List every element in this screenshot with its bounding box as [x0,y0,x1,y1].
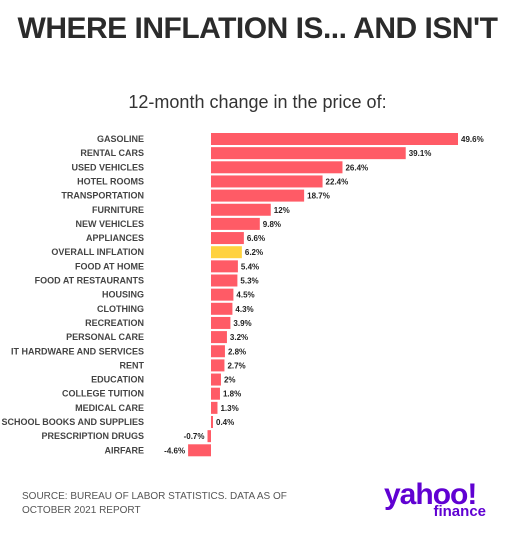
category-label-hotel-rooms: HOTEL ROOMS [77,176,144,186]
category-label-transportation: TRANSPORTATION [61,191,144,201]
category-label-food-at-home: FOOD AT HOME [75,261,144,271]
bar-gasoline [211,133,459,145]
bar-college-tuition [211,387,220,400]
value-label-furniture: 12% [274,206,290,215]
value-label-overall-inflation: 6.2% [245,248,263,257]
category-label-used-vehicles: USED VEHICLES [71,162,144,172]
category-label-personal-care: PERSONAL CARE [66,332,144,342]
category-label-medical-care: MEDICAL CARE [75,403,144,413]
bar-education [211,373,221,386]
value-label-food-at-restaurants: 5.3% [240,277,258,286]
bar-clothing [211,302,233,315]
value-label-housing: 4.5% [236,291,254,300]
bar-housing [211,288,234,301]
value-label-rent: 2.7% [227,361,245,370]
category-label-clothing: CLOTHING [97,304,144,314]
value-label-prescription-drugs: -0.7% [184,432,205,441]
value-label-hotel-rooms: 22.4% [326,177,349,186]
value-label-appliances: 6.6% [247,234,265,243]
bar-it-hardware-and-services [211,345,225,358]
bar-prescription-drugs [207,430,211,443]
category-label-it-hardware-and-services: IT HARDWARE AND SERVICES [11,346,144,356]
bar-rental-cars [211,147,406,160]
category-label-furniture: FURNITURE [92,205,144,215]
bar-medical-care [211,401,218,414]
category-label-rental-cars: RENTAL CARS [80,148,144,158]
category-label-new-vehicles: NEW VEHICLES [75,219,144,229]
bar-transportation [211,189,305,202]
bar-school-books-and-supplies [211,416,213,428]
category-label-appliances: APPLIANCES [86,233,144,243]
value-label-it-hardware-and-services: 2.8% [228,347,246,356]
value-label-food-at-home: 5.4% [241,262,259,271]
category-label-gasoline: GASOLINE [97,134,144,144]
category-label-airfare: AIRFARE [104,445,144,455]
bar-used-vehicles [211,161,343,174]
chart-subtitle: 12-month change in the price of: [128,92,387,112]
category-label-housing: HOUSING [102,290,144,300]
bar-furniture [211,203,271,216]
bar-food-at-home [211,260,238,273]
yahoo-finance-logo: yahoo! finance [384,480,496,524]
value-label-personal-care: 3.2% [230,333,248,342]
source-note: SOURCE: BUREAU OF LABOR STATISTICS. DATA… [22,491,287,516]
value-label-medical-care: 1.3% [220,404,238,413]
bar-chart: GASOLINE 49.6% RENTAL CARS 39.1% USED VEHICL… [1,133,484,457]
value-label-education: 2% [224,376,236,385]
category-label-rent: RENT [120,360,145,370]
category-label-college-tuition: COLLEGE TUITION [62,389,144,399]
value-label-rental-cars: 39.1% [409,149,432,158]
logo-wordmark: yahoo! [384,478,477,511]
bar-food-at-restaurants [211,274,238,287]
category-label-prescription-drugs: PRESCRIPTION DRUGS [41,431,144,441]
value-label-clothing: 4.3% [235,305,253,314]
value-label-recreation: 3.9% [233,319,251,328]
value-label-transportation: 18.7% [307,192,330,201]
category-label-education: EDUCATION [91,375,144,385]
value-label-new-vehicles: 9.8% [263,220,281,229]
category-label-food-at-restaurants: FOOD AT RESTAURANTS [35,276,144,286]
logo-subtext: finance [433,503,486,520]
category-label-recreation: RECREATION [85,318,144,328]
chart-title: WHERE INFLATION IS... AND ISN'T [17,12,498,45]
value-label-school-books-and-supplies: 0.4% [216,418,234,427]
value-label-airfare: -4.6% [164,446,185,455]
value-label-used-vehicles: 26.4% [345,163,368,172]
bar-hotel-rooms [211,175,323,188]
bar-overall-inflation [211,246,242,259]
value-label-gasoline: 49.6% [461,135,484,144]
bar-recreation [211,316,231,329]
bar-personal-care [211,331,227,344]
category-label-school-books-and-supplies: SCHOOL BOOKS AND SUPPLIES [1,417,144,427]
bar-airfare [188,444,211,457]
category-label-overall-inflation: OVERALL INFLATION [51,247,144,257]
bar-appliances [211,232,244,245]
bar-rent [211,359,225,372]
value-label-college-tuition: 1.8% [223,390,241,399]
bar-new-vehicles [211,217,260,230]
